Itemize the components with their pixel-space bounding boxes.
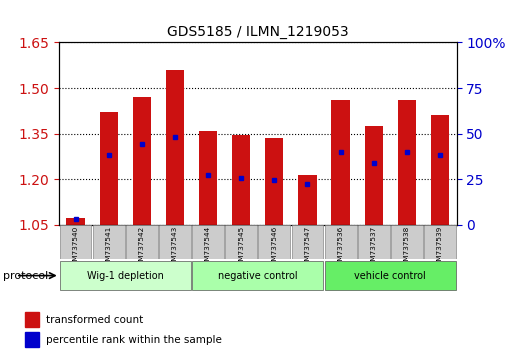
FancyBboxPatch shape — [225, 225, 257, 259]
Bar — [166, 70, 184, 225]
FancyBboxPatch shape — [60, 261, 191, 290]
Bar — [199, 131, 217, 225]
Text: percentile rank within the sample: percentile rank within the sample — [47, 335, 222, 345]
Text: protocol: protocol — [3, 271, 48, 281]
FancyBboxPatch shape — [93, 225, 125, 259]
Text: negative control: negative control — [218, 270, 298, 281]
Bar — [232, 135, 250, 225]
Text: Wig-1 depletion: Wig-1 depletion — [87, 270, 164, 281]
FancyBboxPatch shape — [192, 261, 323, 290]
FancyBboxPatch shape — [291, 225, 323, 259]
Bar — [398, 100, 416, 225]
Bar — [299, 175, 317, 225]
Text: GSM737537: GSM737537 — [371, 226, 377, 270]
Bar — [331, 100, 350, 225]
Text: GSM737547: GSM737547 — [305, 226, 310, 270]
FancyBboxPatch shape — [60, 225, 91, 259]
Text: vehicle control: vehicle control — [354, 270, 426, 281]
FancyBboxPatch shape — [391, 225, 423, 259]
FancyBboxPatch shape — [159, 225, 191, 259]
Bar — [25, 312, 40, 327]
Bar — [67, 218, 85, 225]
Text: GSM737540: GSM737540 — [72, 226, 78, 270]
Bar — [133, 97, 151, 225]
Bar — [25, 332, 40, 347]
Text: GSM737545: GSM737545 — [238, 226, 244, 270]
Text: GSM737544: GSM737544 — [205, 226, 211, 270]
Text: transformed count: transformed count — [47, 315, 144, 325]
FancyBboxPatch shape — [325, 225, 357, 259]
Title: GDS5185 / ILMN_1219053: GDS5185 / ILMN_1219053 — [167, 25, 349, 39]
FancyBboxPatch shape — [358, 225, 390, 259]
Text: GSM737546: GSM737546 — [271, 226, 278, 270]
Bar — [365, 126, 383, 225]
Text: GSM737536: GSM737536 — [338, 226, 344, 270]
Text: GSM737541: GSM737541 — [106, 226, 112, 270]
Text: GSM737539: GSM737539 — [437, 226, 443, 270]
Text: GSM737538: GSM737538 — [404, 226, 410, 270]
Text: GSM737542: GSM737542 — [139, 226, 145, 270]
Text: GSM737543: GSM737543 — [172, 226, 178, 270]
Bar — [265, 138, 284, 225]
FancyBboxPatch shape — [192, 225, 224, 259]
FancyBboxPatch shape — [126, 225, 157, 259]
Bar — [431, 115, 449, 225]
FancyBboxPatch shape — [424, 225, 456, 259]
FancyBboxPatch shape — [325, 261, 456, 290]
FancyBboxPatch shape — [259, 225, 290, 259]
Bar — [100, 112, 118, 225]
